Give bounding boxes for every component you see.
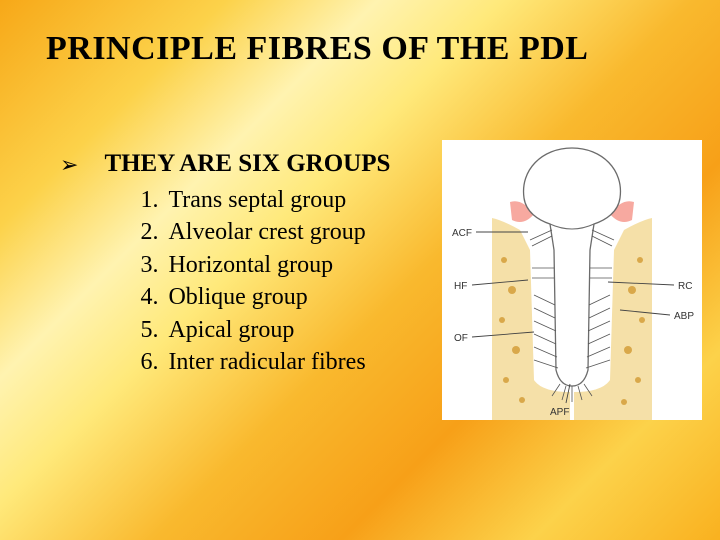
list-item: 1.Trans septal group: [130, 184, 390, 216]
label-apf: APF: [550, 407, 569, 418]
list-item-text: Trans septal group: [168, 184, 346, 216]
list-item-text: Oblique group: [168, 281, 307, 313]
pdl-diagram: ACF HF OF APF RC ABP: [442, 140, 702, 420]
list-item: 4.Oblique group: [130, 281, 390, 313]
ordered-list: 1.Trans septal group 2.Alveolar crest gr…: [130, 184, 390, 378]
list-item-text: Alveolar crest group: [168, 216, 365, 248]
label-hf: HF: [454, 281, 467, 292]
label-rc: RC: [678, 281, 692, 292]
list-item-text: Horizontal group: [168, 249, 333, 281]
page-title: PRINCIPLE FIBRES OF THE PDL: [46, 30, 680, 68]
label-of: OF: [454, 333, 468, 344]
subtitle: THEY ARE SIX GROUPS: [104, 150, 390, 178]
list-item-text: Apical group: [168, 314, 294, 346]
list-item: 5.Apical group: [130, 314, 390, 346]
bullet-icon: ➢: [60, 152, 78, 178]
list-item: 2.Alveolar crest group: [130, 216, 390, 248]
list-item: 3.Horizontal group: [130, 249, 390, 281]
label-abp: ABP: [674, 311, 694, 322]
label-acf: ACF: [452, 228, 472, 239]
list-item-text: Inter radicular fibres: [168, 346, 365, 378]
list-item: 6.Inter radicular fibres: [130, 346, 390, 378]
text-column: THEY ARE SIX GROUPS 1.Trans septal group…: [104, 150, 390, 378]
content-block: ➢ THEY ARE SIX GROUPS 1.Trans septal gro…: [60, 150, 390, 378]
